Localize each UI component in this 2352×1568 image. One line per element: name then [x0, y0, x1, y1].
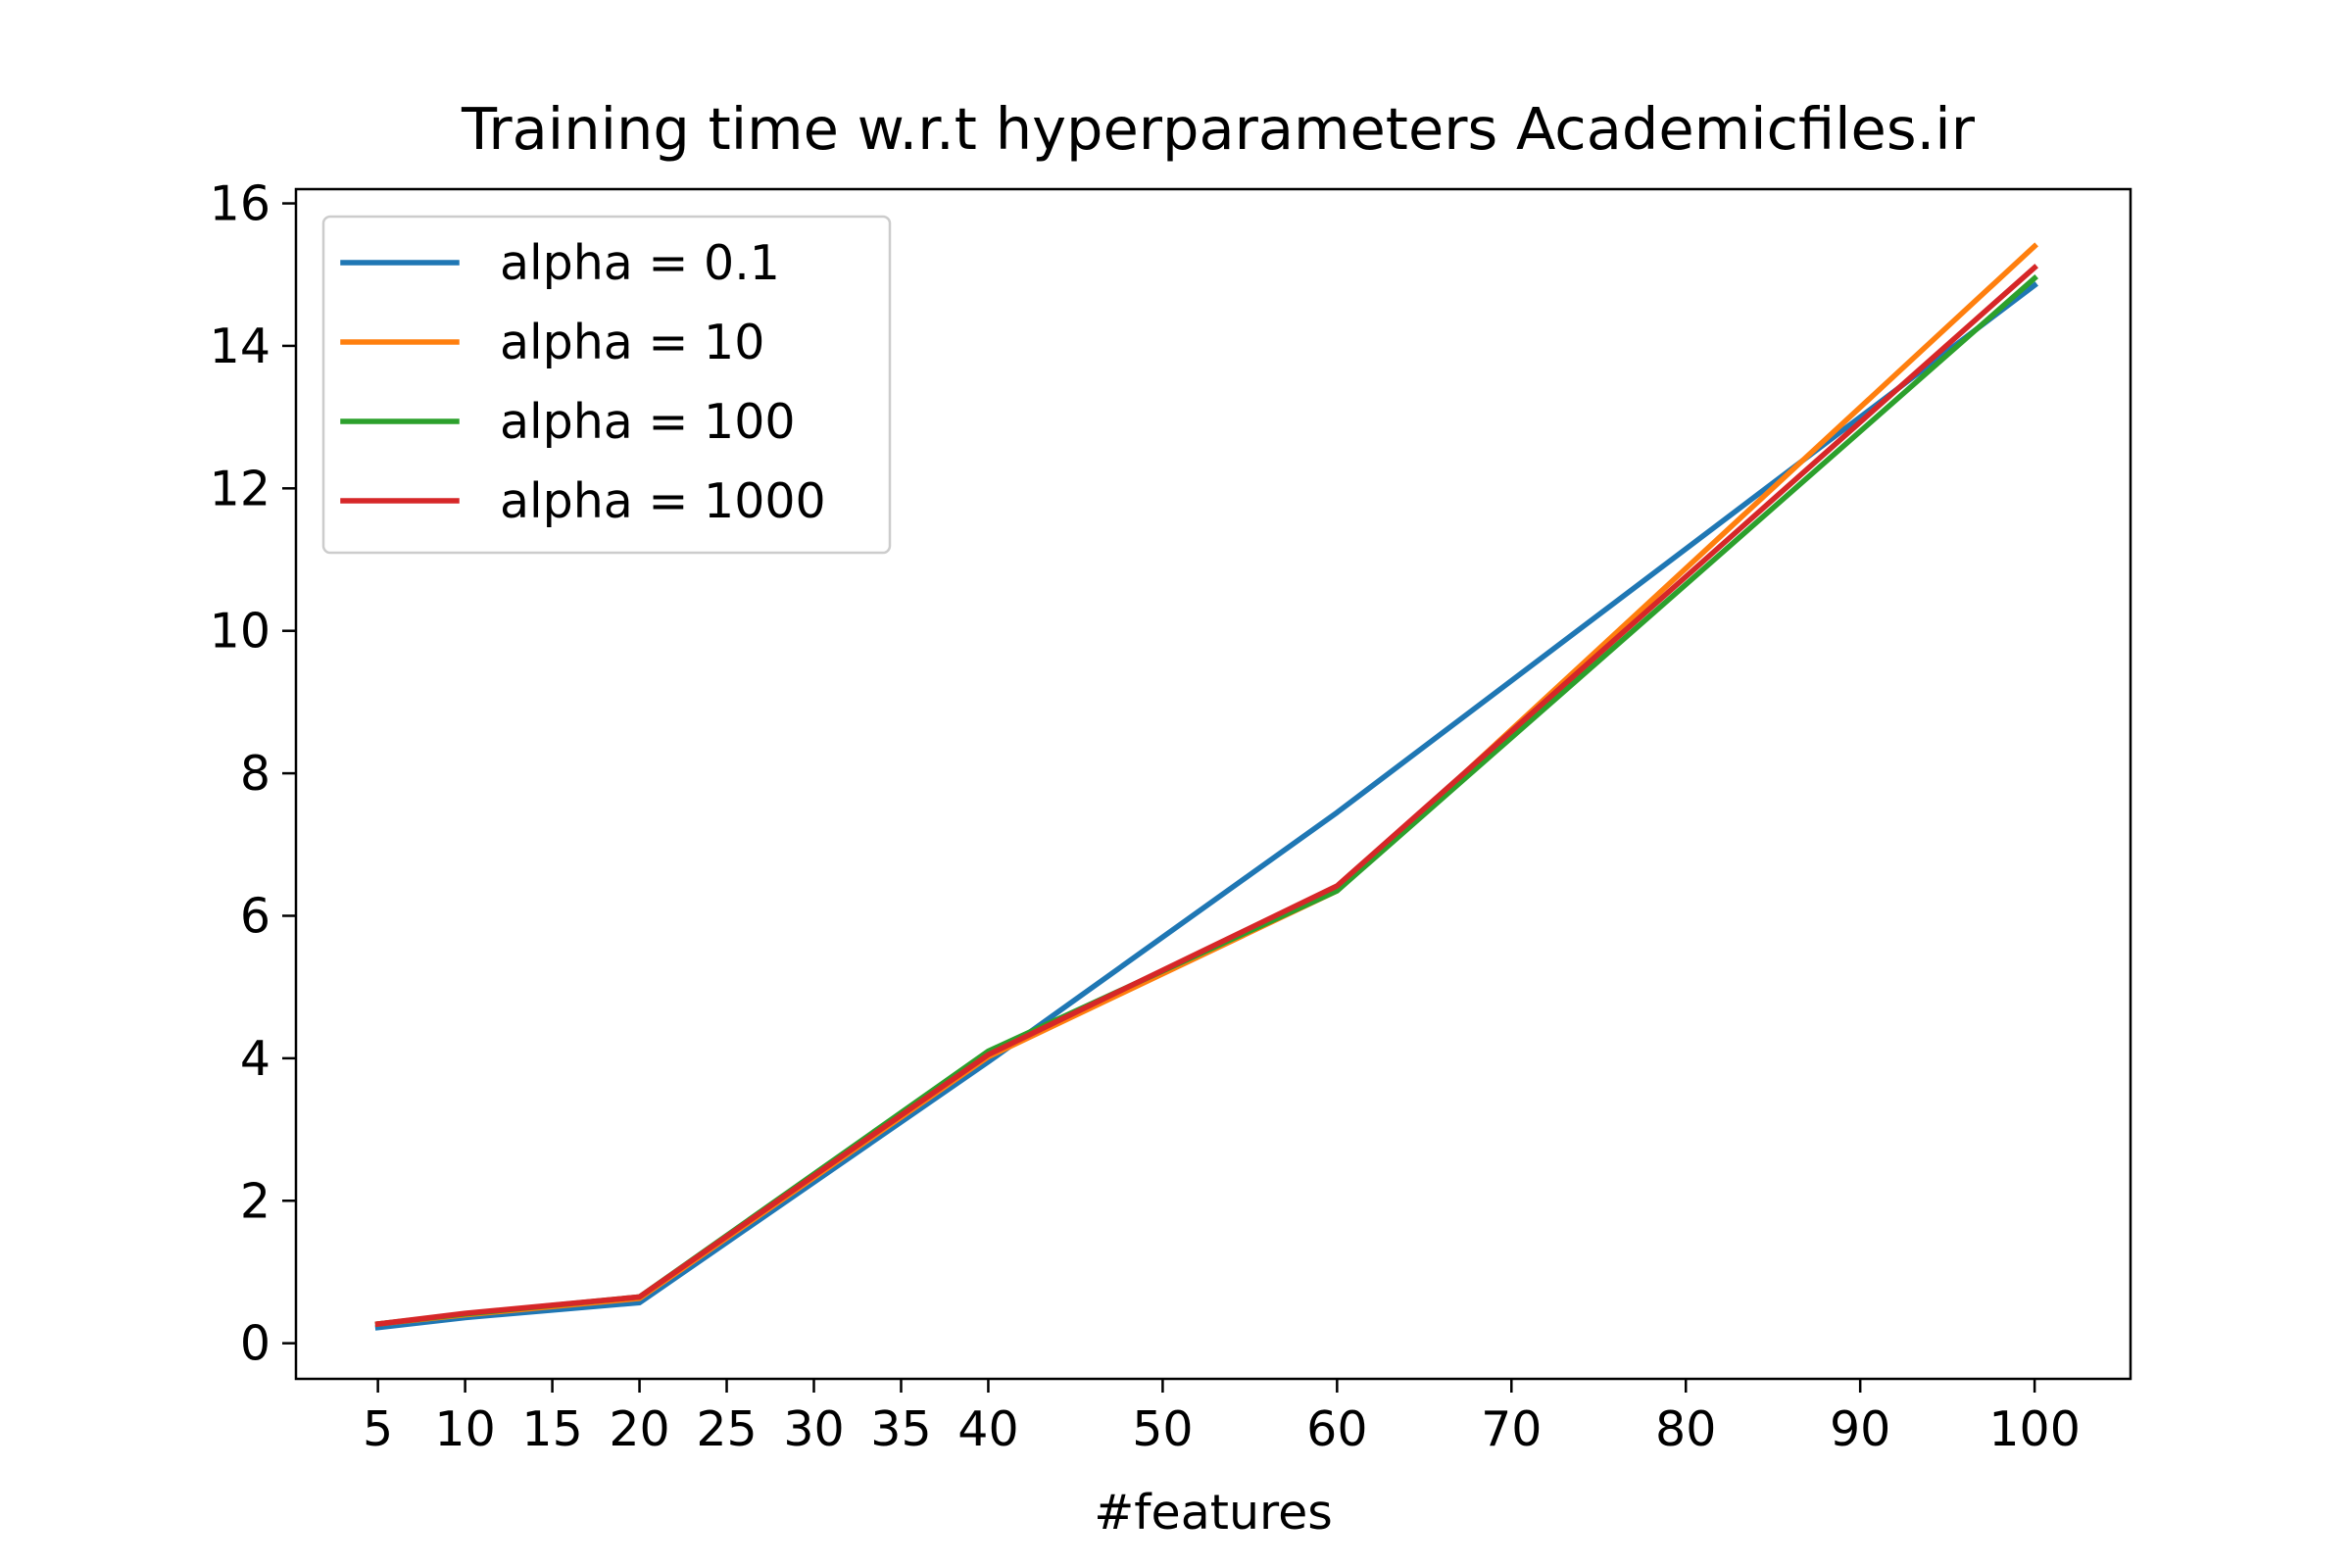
y-tick-label: 2	[240, 1173, 270, 1229]
chart-title: Training time w.r.t hyperparameters Acad…	[461, 95, 1976, 163]
legend-label: alpha = 1000	[500, 473, 826, 529]
y-tick-label: 10	[210, 604, 270, 660]
x-tick-label: 80	[1655, 1401, 1716, 1457]
y-tick-label: 4	[240, 1031, 270, 1087]
x-tick-label: 5	[363, 1401, 393, 1457]
legend-label: alpha = 10	[500, 315, 764, 370]
legend: alpha = 0.1 alpha = 10 alpha = 100 alpha = …	[321, 215, 892, 555]
y-tick-label: 6	[240, 888, 270, 944]
series-line-4	[374, 264, 2038, 1328]
plot-area	[294, 187, 2132, 1381]
x-tick-label: 35	[870, 1401, 931, 1457]
x-tick-label: 20	[609, 1401, 669, 1457]
x-tick-label: 15	[521, 1401, 582, 1457]
y-axis-ticks: 0 2 4 6 8 10 12 14 16	[210, 176, 296, 1372]
x-tick-label: 25	[696, 1401, 757, 1457]
x-tick-label: 30	[783, 1401, 844, 1457]
x-tick-label: 70	[1481, 1401, 1542, 1457]
x-axis-label: #features	[1094, 1485, 1333, 1541]
x-axis-ticks: 5 10 15 20 25 30 35 40 50 60 70 80 90 100	[363, 1379, 2081, 1457]
x-tick-label: 50	[1132, 1401, 1193, 1457]
x-tick-label: 40	[957, 1401, 1018, 1457]
y-tick-label: 0	[240, 1316, 270, 1372]
series-line-1	[374, 281, 2038, 1331]
x-tick-label: 100	[1988, 1401, 2081, 1457]
x-tick-label: 60	[1306, 1401, 1367, 1457]
y-tick-label: 14	[210, 318, 270, 374]
y-tick-label: 8	[240, 746, 270, 802]
y-tick-label: 16	[210, 176, 270, 232]
x-tick-label: 10	[434, 1401, 495, 1457]
axes-frame	[294, 187, 2132, 1381]
series-lines	[374, 242, 2038, 1331]
legend-label: alpha = 0.1	[500, 235, 780, 291]
legend-label: alpha = 100	[500, 394, 796, 450]
legend-box	[321, 215, 892, 555]
x-tick-label: 90	[1830, 1401, 1890, 1457]
y-tick-label: 12	[210, 461, 270, 516]
